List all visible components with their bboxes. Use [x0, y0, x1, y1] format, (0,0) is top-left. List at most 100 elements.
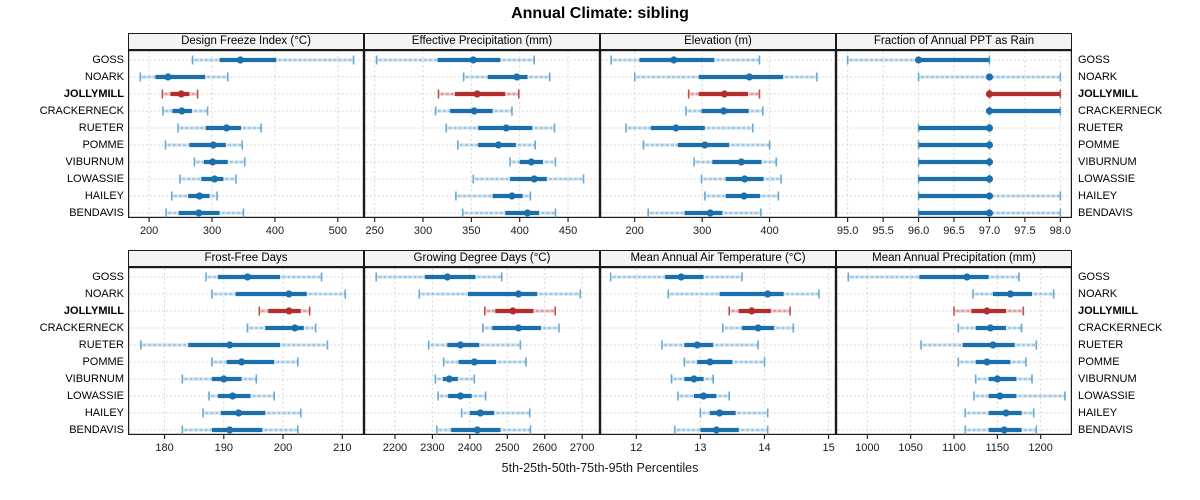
axis-tick-label: 300: [203, 225, 221, 237]
site-label-right-rueter: RUETER: [1078, 339, 1124, 351]
whisker-rueter: [177, 123, 262, 133]
whisker-lowassie: [973, 391, 1066, 401]
whisker-noark: [139, 72, 229, 82]
panel-plot: 12 13 14 15: [600, 267, 836, 454]
site-label-right-pomme: POMME: [1078, 139, 1120, 151]
whisker-goss: [375, 55, 536, 65]
whisker-pomme: [642, 140, 771, 150]
site-label-right-goss: GOSS: [1078, 271, 1110, 283]
axis-tick-label: 200: [140, 225, 158, 237]
axis-tick-label: 300: [414, 225, 432, 237]
whisker-crackerneck: [434, 106, 513, 116]
whisker-bendavis: [647, 208, 762, 218]
axis-tick-label: 500: [329, 225, 347, 237]
site-label-right-hailey: HAILEY: [1078, 407, 1118, 419]
axis-tick-label: 14: [758, 442, 770, 454]
whisker-goss: [847, 272, 1020, 282]
whisker-jollymill: [484, 306, 556, 316]
x-axis-caption: 5th-25th-50th-75th-95th Percentiles: [501, 461, 699, 475]
whisker-goss: [191, 55, 355, 65]
axis-tick-label: 300: [693, 225, 711, 237]
axis-tick-label: 98.0: [1050, 225, 1071, 237]
whisker-viburnum: [974, 374, 1033, 384]
panel-header: Design Freeze Index (°C): [128, 33, 364, 50]
site-label-right-viburnum: VIBURNUM: [1078, 156, 1137, 168]
site-label-left-pomme: POMME: [82, 139, 124, 151]
axis-tick-label: 400: [760, 225, 778, 237]
axis-tick-label: 400: [266, 225, 284, 237]
site-label-right-hailey: HAILEY: [1078, 190, 1118, 202]
whisker-noark: [917, 72, 1062, 82]
site-label-left-crackerneck: CRACKERNECK: [39, 322, 124, 334]
whisker-rueter: [427, 340, 522, 350]
axis-tick-label: 350: [462, 225, 480, 237]
axis-tick-label: 2600: [532, 442, 556, 454]
site-label-right-rueter: RUETER: [1078, 122, 1124, 134]
whisker-pomme: [683, 357, 766, 367]
axis-tick-label: 13: [694, 442, 706, 454]
site-label-right-lowassie: LOWASSIE: [1078, 390, 1136, 402]
whisker-bendavis: [964, 425, 1038, 435]
whisker-rueter: [917, 123, 994, 133]
axis-tick-label: 1200: [1028, 442, 1052, 454]
whisker-hailey: [917, 191, 1062, 201]
whisker-crackerneck: [685, 106, 764, 116]
whisker-hailey: [455, 191, 532, 201]
whisker-crackerneck: [722, 323, 795, 333]
site-label-left-noark: NOARK: [84, 288, 124, 300]
axis-tick-label: 1100: [942, 442, 966, 454]
whisker-hailey: [964, 408, 1035, 418]
site-label-left-lowassie: LOWASSIE: [66, 390, 124, 402]
whisker-hailey: [460, 408, 531, 418]
axis-tick-label: 95.5: [872, 225, 893, 237]
site-label-left-noark: NOARK: [84, 71, 124, 83]
whisker-pomme: [164, 140, 244, 150]
site-label-left-hailey: HAILEY: [84, 190, 124, 202]
whisker-viburnum: [693, 157, 778, 167]
site-label-left-viburnum: VIBURNUM: [65, 156, 124, 168]
panel-frame: [364, 50, 600, 219]
whisker-bendavis: [181, 425, 299, 435]
site-label-left-crackerneck: CRACKERNECK: [39, 105, 124, 117]
whisker-crackerneck: [246, 323, 317, 333]
panel-plot: 180 190 200 210: [128, 267, 364, 454]
whisker-goss: [846, 55, 991, 65]
whisker-lowassie: [700, 174, 782, 184]
whisker-viburnum: [193, 157, 246, 167]
whisker-rueter: [140, 340, 329, 350]
panel-plot: 2200 2300 2400 2500 2600 2700: [364, 267, 600, 454]
whisker-pomme: [211, 357, 299, 367]
panel-plot: 1000 1050 1100 1150 1200: [836, 267, 1072, 454]
whisker-hailey: [699, 408, 769, 418]
whisker-crackerneck: [957, 323, 1023, 333]
whisker-lowassie: [208, 391, 275, 401]
site-label-right-viburnum: VIBURNUM: [1078, 373, 1137, 385]
panel-header: Effective Precipitation (mm): [364, 33, 600, 50]
axis-tick-label: 210: [333, 442, 351, 454]
whisker-bendavis: [917, 208, 1062, 218]
whisker-hailey: [704, 191, 780, 201]
whisker-goss: [375, 272, 503, 282]
site-label-right-crackerneck: CRACKERNECK: [1078, 105, 1163, 117]
site-label-left-goss: GOSS: [92, 54, 124, 66]
site-label-left-jollymill: JOLLYMILL: [63, 305, 124, 317]
panel-header: Mean Annual Air Temperature (°C): [600, 250, 836, 267]
site-label-right-goss: GOSS: [1078, 54, 1110, 66]
whisker-hailey: [202, 408, 302, 418]
site-label-right-lowassie: LOWASSIE: [1078, 173, 1136, 185]
whisker-pomme: [442, 357, 527, 367]
site-label-left-rueter: RUETER: [78, 339, 124, 351]
site-label-left-rueter: RUETER: [78, 122, 124, 134]
panel-plot: 200 300 400 500: [128, 50, 364, 237]
axis-tick-label: 1000: [855, 442, 879, 454]
whisker-viburnum: [917, 157, 994, 167]
whisker-jollymill: [161, 89, 199, 99]
whisker-pomme: [957, 357, 1027, 367]
axis-tick-label: 2500: [495, 442, 519, 454]
whisker-pomme: [917, 140, 994, 150]
site-label-right-bendavis: BENDAVIS: [1078, 207, 1133, 219]
axis-tick-label: 2700: [570, 442, 594, 454]
site-label-left-jollymill: JOLLYMILL: [63, 88, 124, 100]
whisker-goss: [610, 55, 761, 65]
